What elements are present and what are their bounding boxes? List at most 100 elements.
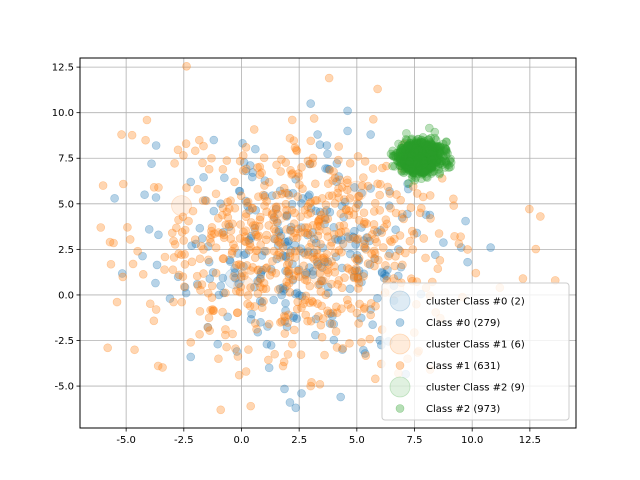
scatter-point-class-2: [412, 156, 421, 165]
scatter-point-class-1: [316, 221, 325, 231]
scatter-point-class-1: [370, 225, 379, 235]
scatter-point-class-2: [408, 148, 418, 158]
scatter-point-class-1: [285, 133, 295, 143]
scatter-point-class-1: [211, 243, 221, 253]
scatter-point-class-2: [404, 157, 414, 167]
scatter-point-class-2: [414, 159, 424, 168]
scatter-point-class-1: [329, 230, 339, 239]
scatter-point-class-1: [295, 246, 304, 256]
scatter-point-class-0: [311, 206, 321, 216]
scatter-point-class-0: [269, 213, 279, 222]
scatter-point-class-2: [423, 151, 433, 161]
scatter-point-class-1: [250, 302, 259, 311]
scatter-point-class-1: [203, 288, 213, 298]
scatter-point-class-0: [329, 319, 339, 329]
scatter-point-class-2: [405, 149, 414, 159]
scatter-point-class-2: [430, 148, 440, 158]
scatter-point-class-1: [196, 285, 205, 295]
scatter-point-class-2: [426, 147, 435, 157]
scatter-point-class-1: [267, 267, 277, 276]
scatter-point-class-2: [425, 151, 434, 160]
scatter-point-class-1: [211, 189, 221, 199]
scatter-point-class-0: [350, 266, 360, 276]
scatter-point-class-2: [413, 158, 422, 167]
scatter-point-class-1: [368, 164, 378, 173]
scatter-point-class-0: [366, 305, 375, 314]
scatter-point-class-0: [283, 237, 292, 247]
scatter-point-class-1: [360, 239, 370, 249]
scatter-point-class-2: [401, 160, 410, 170]
scatter-point-class-2: [413, 156, 423, 166]
x-tick-label: -2.5: [174, 435, 194, 446]
scatter-point-class-1: [531, 244, 541, 254]
scatter-point-class-1: [336, 227, 346, 237]
scatter-point-class-1: [177, 250, 186, 260]
scatter-point-class-2: [412, 149, 422, 159]
scatter-point-class-2: [429, 154, 439, 163]
scatter-point-class-1: [149, 182, 159, 192]
scatter-point-class-1: [207, 226, 216, 236]
scatter-point-class-1: [368, 114, 378, 124]
scatter-point-class-1: [282, 277, 291, 287]
scatter-point-class-2: [406, 145, 416, 154]
scatter-point-class-0: [138, 251, 147, 261]
scatter-point-class-2: [425, 155, 435, 165]
scatter-point-class-1: [316, 239, 325, 249]
scatter-point-class-0: [245, 206, 254, 215]
scatter-point-class-2: [439, 151, 448, 161]
scatter-point-class-1: [284, 272, 294, 281]
scatter-point-class-2: [444, 160, 453, 170]
scatter-point-class-2: [404, 141, 413, 150]
scatter-point-class-1: [282, 267, 292, 276]
scatter-point-class-1: [249, 221, 258, 230]
scatter-point-class-1: [322, 249, 331, 259]
scatter-point-class-1: [352, 267, 362, 276]
scatter-point-class-0: [368, 320, 377, 329]
scatter-point-class-2: [407, 154, 417, 163]
scatter-point-class-0: [385, 249, 394, 258]
scatter-point-class-1: [270, 349, 279, 359]
scatter-point-class-2: [417, 151, 427, 160]
scatter-point-class-1: [241, 367, 251, 376]
scatter-point-class-1: [353, 273, 363, 283]
scatter-point-class-2: [419, 152, 429, 162]
scatter-point-class-1: [323, 306, 332, 316]
scatter-point-class-0: [403, 209, 412, 219]
scatter-point-class-0: [334, 172, 344, 181]
scatter-point-class-2: [421, 153, 431, 163]
scatter-point-class-1: [235, 234, 245, 243]
scatter-point-class-1: [202, 196, 211, 206]
y-tick-label: 12.5: [52, 63, 74, 74]
scatter-point-class-0: [303, 230, 312, 240]
scatter-point-class-1: [317, 194, 327, 203]
scatter-point-class-2: [418, 156, 427, 166]
scatter-point-class-1: [302, 276, 312, 285]
scatter-point-class-2: [421, 140, 431, 150]
scatter-point-class-0: [322, 205, 331, 215]
scatter-point-class-1: [269, 215, 278, 225]
scatter-point-class-2: [418, 163, 428, 173]
scatter-point-class-1: [409, 229, 419, 239]
scatter-point-class-1: [290, 246, 300, 256]
scatter-point-class-0: [203, 322, 213, 332]
scatter-point-class-1: [353, 284, 363, 293]
scatter-point-class-1: [277, 155, 286, 164]
legend-label: cluster Class #1 (6): [426, 340, 525, 351]
scatter-point-class-1: [297, 163, 306, 172]
scatter-point-class-1: [294, 169, 303, 178]
scatter-point-class-0: [245, 161, 255, 170]
scatter-point-class-2: [409, 168, 419, 178]
scatter-point-class-1: [254, 231, 264, 241]
scatter-point-class-0: [239, 250, 249, 260]
scatter-point-class-1: [334, 142, 343, 151]
scatter-point-class-2: [411, 166, 421, 175]
scatter-point-class-0: [260, 176, 270, 185]
scatter-point-class-1: [369, 220, 379, 229]
scatter-point-class-2: [413, 152, 423, 162]
scatter-point-class-1: [253, 246, 262, 255]
scatter-point-class-1: [327, 238, 337, 247]
scatter-point-class-2: [416, 164, 426, 174]
scatter-point-class-0: [224, 222, 234, 231]
scatter-point-class-0: [165, 294, 175, 303]
scatter-point-class-1: [305, 230, 315, 239]
